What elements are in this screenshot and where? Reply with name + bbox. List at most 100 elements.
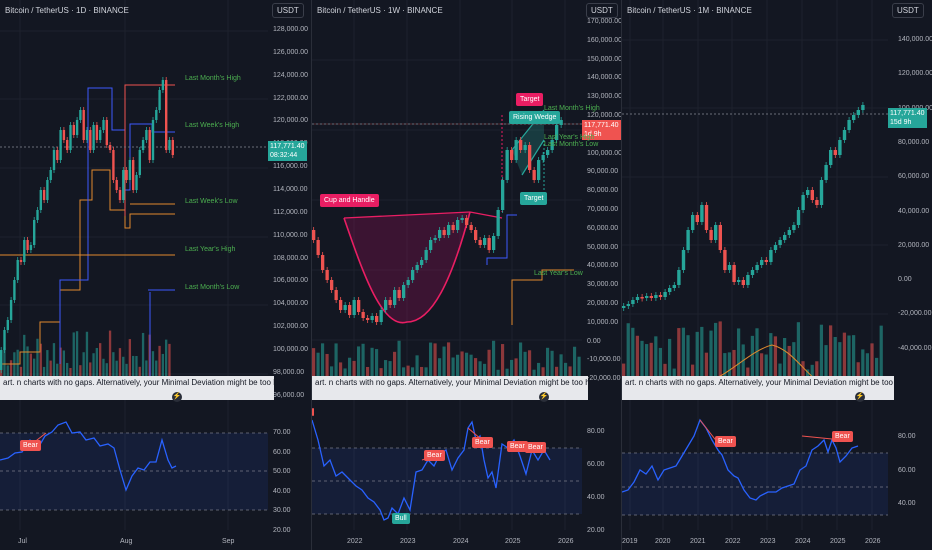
volume-bar [842, 332, 847, 376]
volume-bar [505, 368, 509, 376]
pattern-label-cup-and-handle[interactable]: Cup and Handle [320, 194, 379, 207]
volume-bar [654, 336, 658, 376]
candle [550, 140, 554, 150]
axis-tick-label: 60.00 [898, 466, 916, 474]
volume-bar [810, 364, 814, 376]
panel-divider[interactable] [621, 0, 622, 550]
volume-bar [384, 360, 388, 376]
currency-button[interactable]: USDT [892, 3, 924, 18]
axis-tick-label: 170,000.00 [587, 18, 622, 25]
volume-bar [23, 334, 26, 376]
volume-bar [26, 346, 29, 376]
candle [810, 190, 814, 200]
volume-bar [357, 346, 361, 376]
candle [384, 300, 388, 310]
axis-tick-label: 50.00 [273, 468, 291, 475]
currency-button[interactable]: USDT [272, 3, 304, 18]
volume-bar [312, 348, 316, 376]
volume-bar [537, 362, 541, 376]
volume-bar [451, 357, 455, 376]
volume-bar [501, 344, 505, 376]
volume-bar [33, 358, 36, 376]
chart-panel-1m[interactable]: Bitcoin / TetherUS · 1M · BINANCE USDT 1… [622, 0, 932, 550]
volume-bar [514, 358, 518, 376]
volume-bar [838, 342, 842, 376]
candle [171, 140, 174, 155]
volume-bar [695, 331, 699, 376]
level-label-year-high: Last Year's High [544, 134, 595, 141]
level-label-month-low: Last Month's Low [544, 141, 599, 148]
volume-bar [755, 328, 759, 376]
candle [824, 165, 828, 180]
axis-tick-label: 120,000.00 [273, 117, 309, 125]
pattern-label-rising-wedge[interactable]: Rising Wedge [509, 111, 561, 124]
candle [815, 200, 819, 205]
candle [714, 225, 718, 240]
volume-bar [36, 338, 39, 376]
candle [654, 295, 658, 298]
volume-bar [16, 349, 19, 376]
volume-bar [442, 346, 446, 376]
volume-bar [550, 350, 554, 376]
volume-bar [424, 367, 428, 376]
axis-tick-label: 124,000.00 [273, 71, 309, 79]
volume-bar [737, 328, 741, 376]
volume-bar [415, 355, 419, 376]
axis-tick-label: 60.00 [587, 461, 605, 468]
volume-bar [9, 360, 13, 376]
lightning-icon[interactable]: ⚡ [539, 392, 549, 402]
candle [52, 150, 56, 170]
axis-tick-label: 40.00 [587, 494, 605, 501]
volume-bar [469, 354, 473, 376]
chart-panel-1w[interactable]: Bitcoin / TetherUS · 1W · BINANCE USDT 1… [312, 0, 622, 550]
candle [33, 220, 36, 245]
volume-bar [62, 350, 66, 376]
candle [672, 285, 676, 288]
candle [155, 110, 158, 120]
candle [510, 150, 514, 160]
pattern-label-target[interactable]: Target [516, 93, 544, 106]
candle [6, 320, 9, 330]
volume-bar [49, 360, 52, 376]
volume-bar [402, 367, 406, 376]
volume-bar [135, 355, 138, 376]
candle [465, 218, 469, 225]
volume-bar [72, 332, 75, 376]
candle [429, 240, 433, 250]
volume-bar [796, 322, 801, 376]
volume-bar [523, 351, 527, 376]
volume-bar [573, 346, 577, 376]
candle [769, 250, 773, 262]
candle [85, 130, 89, 140]
volume-bar [815, 361, 819, 376]
candle [447, 225, 451, 235]
time-label: 2022 [725, 538, 741, 545]
volume-bar [112, 352, 115, 376]
lightning-icon[interactable]: ⚡ [855, 392, 865, 402]
price-tag: 117,771.40 08:32:44 [268, 141, 307, 161]
volume-bar [568, 366, 572, 376]
candle [56, 150, 59, 160]
volume-bar [85, 331, 89, 376]
candle [469, 225, 473, 230]
currency-button[interactable]: USDT [586, 3, 618, 18]
pattern-label-target[interactable]: Target [520, 192, 548, 205]
volume-bar [118, 348, 122, 376]
volume-bar [487, 349, 491, 376]
chart-panel-1d[interactable]: Bitcoin / TetherUS · 1D · BINANCE USDT 1… [0, 0, 312, 550]
chart-canvas-1m[interactable] [622, 0, 932, 550]
candle [316, 240, 320, 255]
volume-bar [438, 358, 442, 376]
chart-canvas-1d[interactable] [0, 0, 312, 550]
indicator-warning: art. n charts with no gaps. Alternativel… [0, 376, 274, 400]
volume-bar [39, 343, 42, 376]
chart-canvas-1w[interactable] [312, 0, 622, 550]
candle [118, 190, 122, 200]
candle [23, 240, 26, 262]
lightning-icon[interactable]: ⚡ [172, 392, 182, 402]
volume-bar [732, 349, 736, 376]
candle [36, 210, 39, 220]
time-label: 2023 [760, 538, 776, 545]
candle [125, 170, 128, 180]
panel-divider[interactable] [311, 0, 312, 550]
